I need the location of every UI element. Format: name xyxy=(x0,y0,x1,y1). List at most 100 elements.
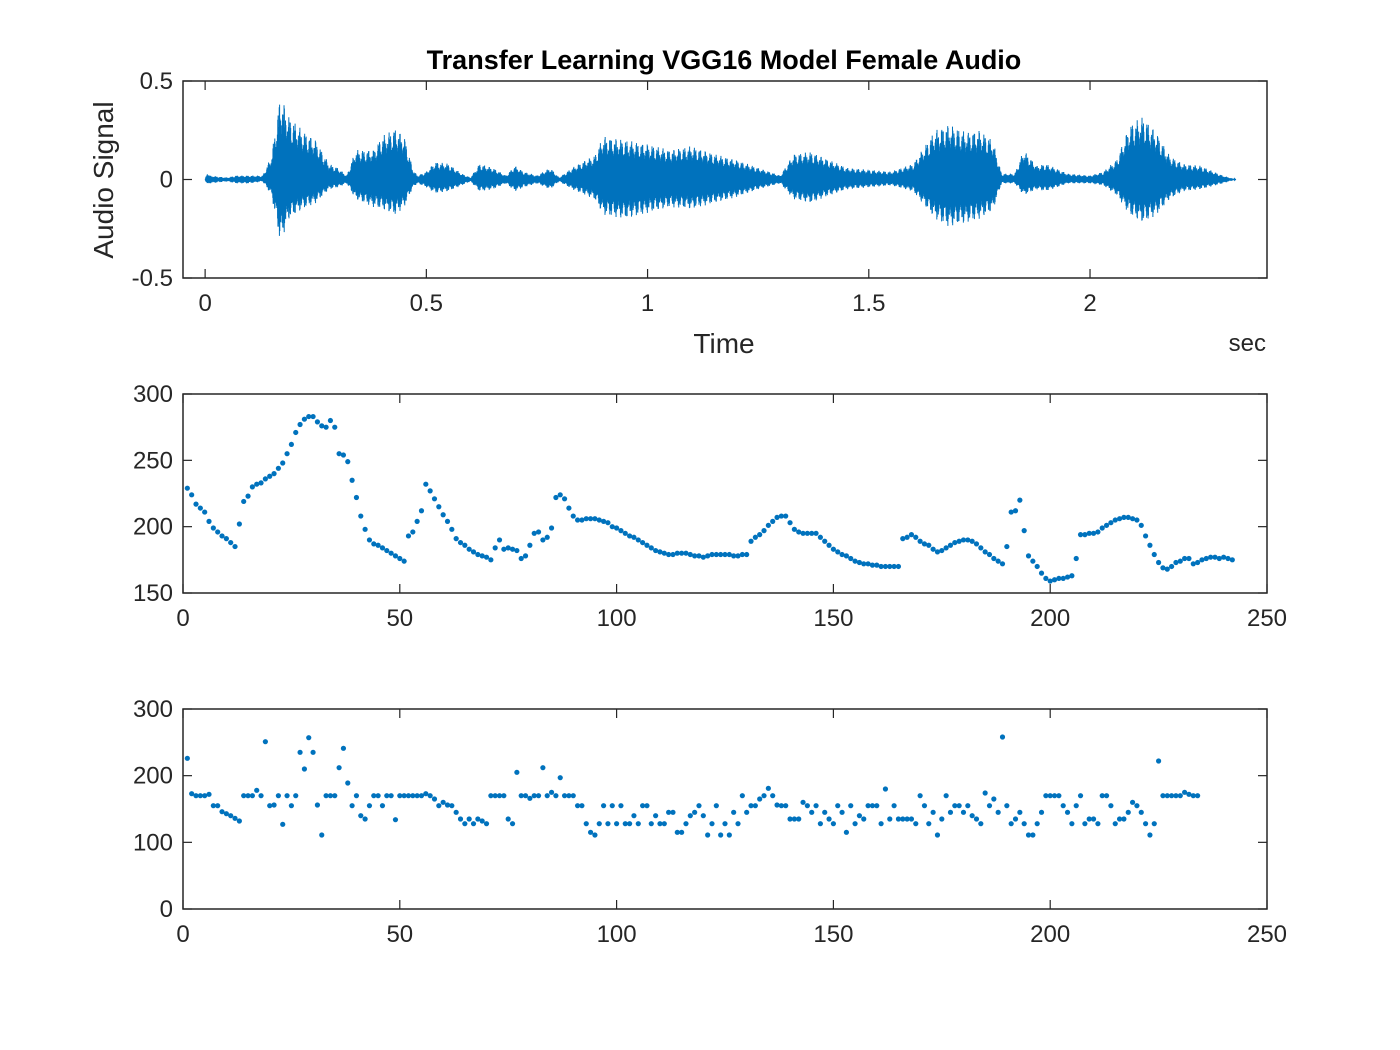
data-point xyxy=(384,547,390,554)
data-point xyxy=(635,537,641,543)
data-point xyxy=(735,553,741,559)
data-point xyxy=(865,803,871,809)
data-point xyxy=(1112,517,1118,523)
data-point xyxy=(648,545,654,551)
data-point xyxy=(1116,816,1123,822)
audio-signal-line xyxy=(204,104,1237,236)
data-point xyxy=(700,554,706,560)
data-point xyxy=(1169,563,1175,570)
data-point xyxy=(570,793,576,799)
data-point xyxy=(362,816,368,822)
data-point xyxy=(917,793,923,799)
data-point xyxy=(943,545,949,551)
data-point xyxy=(822,538,828,544)
data-point xyxy=(1060,575,1066,582)
data-point xyxy=(748,803,754,809)
waveform-panel: Transfer Learning VGG16 Model Female Aud… xyxy=(88,45,1268,359)
data-point xyxy=(210,525,216,531)
data-point xyxy=(189,492,195,498)
data-point xyxy=(761,793,767,799)
data-point xyxy=(349,477,355,483)
data-point xyxy=(800,530,806,536)
data-point xyxy=(197,505,203,511)
x-tick-label: 200 xyxy=(1030,605,1070,632)
data-point xyxy=(1195,793,1201,799)
data-point xyxy=(1004,543,1010,550)
data-point xyxy=(674,829,680,835)
data-point xyxy=(366,803,373,809)
data-point xyxy=(1051,793,1058,799)
data-point xyxy=(1056,575,1062,582)
data-point xyxy=(995,558,1001,564)
data-point xyxy=(1229,557,1235,563)
data-point xyxy=(826,816,832,822)
data-point xyxy=(358,813,364,819)
data-point xyxy=(457,539,464,546)
data-point xyxy=(770,518,776,524)
data-point xyxy=(236,818,242,824)
data-point xyxy=(614,821,620,827)
data-point xyxy=(293,793,299,799)
data-point xyxy=(574,517,581,523)
data-point xyxy=(319,423,325,429)
data-point xyxy=(592,832,598,838)
data-point xyxy=(405,793,412,799)
data-point xyxy=(436,803,442,809)
data-point xyxy=(258,793,264,799)
data-point xyxy=(839,809,845,815)
x-tick-label: 0 xyxy=(176,921,189,948)
data-point xyxy=(271,802,277,808)
data-point xyxy=(531,793,537,799)
data-point xyxy=(271,471,277,477)
data-point xyxy=(761,528,767,534)
data-point xyxy=(1103,522,1110,528)
data-point xyxy=(1043,575,1049,582)
data-point xyxy=(904,816,910,822)
data-point xyxy=(466,816,472,822)
data-point xyxy=(817,821,823,827)
data-point xyxy=(592,516,598,522)
data-point xyxy=(913,821,919,827)
data-point xyxy=(262,739,268,745)
data-point xyxy=(1025,553,1032,559)
data-point xyxy=(692,809,698,815)
data-point xyxy=(280,821,286,827)
data-point xyxy=(627,533,633,539)
data-point xyxy=(960,809,967,815)
data-point xyxy=(969,538,975,544)
data-point xyxy=(631,534,637,540)
x-tick-label: 50 xyxy=(386,605,413,632)
data-point xyxy=(202,509,208,515)
data-point xyxy=(921,803,928,809)
data-point xyxy=(705,553,711,559)
data-point xyxy=(770,793,776,799)
data-point xyxy=(401,793,407,799)
data-point xyxy=(709,551,715,558)
data-point xyxy=(327,417,334,424)
data-point xyxy=(965,803,971,809)
pitch-axes-box-1 xyxy=(182,393,1268,594)
data-point xyxy=(1138,522,1144,528)
data-point xyxy=(267,473,273,479)
data-point xyxy=(371,793,377,799)
data-point xyxy=(522,553,529,559)
data-point xyxy=(479,818,485,824)
data-point xyxy=(600,803,607,809)
data-point xyxy=(921,541,928,547)
data-point xyxy=(1212,554,1218,560)
data-point xyxy=(839,551,845,558)
data-point xyxy=(1173,793,1179,799)
data-point xyxy=(1051,577,1058,583)
data-point xyxy=(301,766,308,772)
pitch-series-1 xyxy=(184,413,1235,584)
data-point xyxy=(1108,803,1114,809)
data-point xyxy=(518,793,524,799)
data-point xyxy=(666,809,672,815)
data-point xyxy=(969,813,975,819)
data-point xyxy=(215,803,221,809)
data-point xyxy=(440,799,446,805)
data-point xyxy=(913,534,919,540)
x-tick-label: 50 xyxy=(386,921,413,948)
data-point xyxy=(574,803,581,809)
data-point xyxy=(314,802,321,808)
